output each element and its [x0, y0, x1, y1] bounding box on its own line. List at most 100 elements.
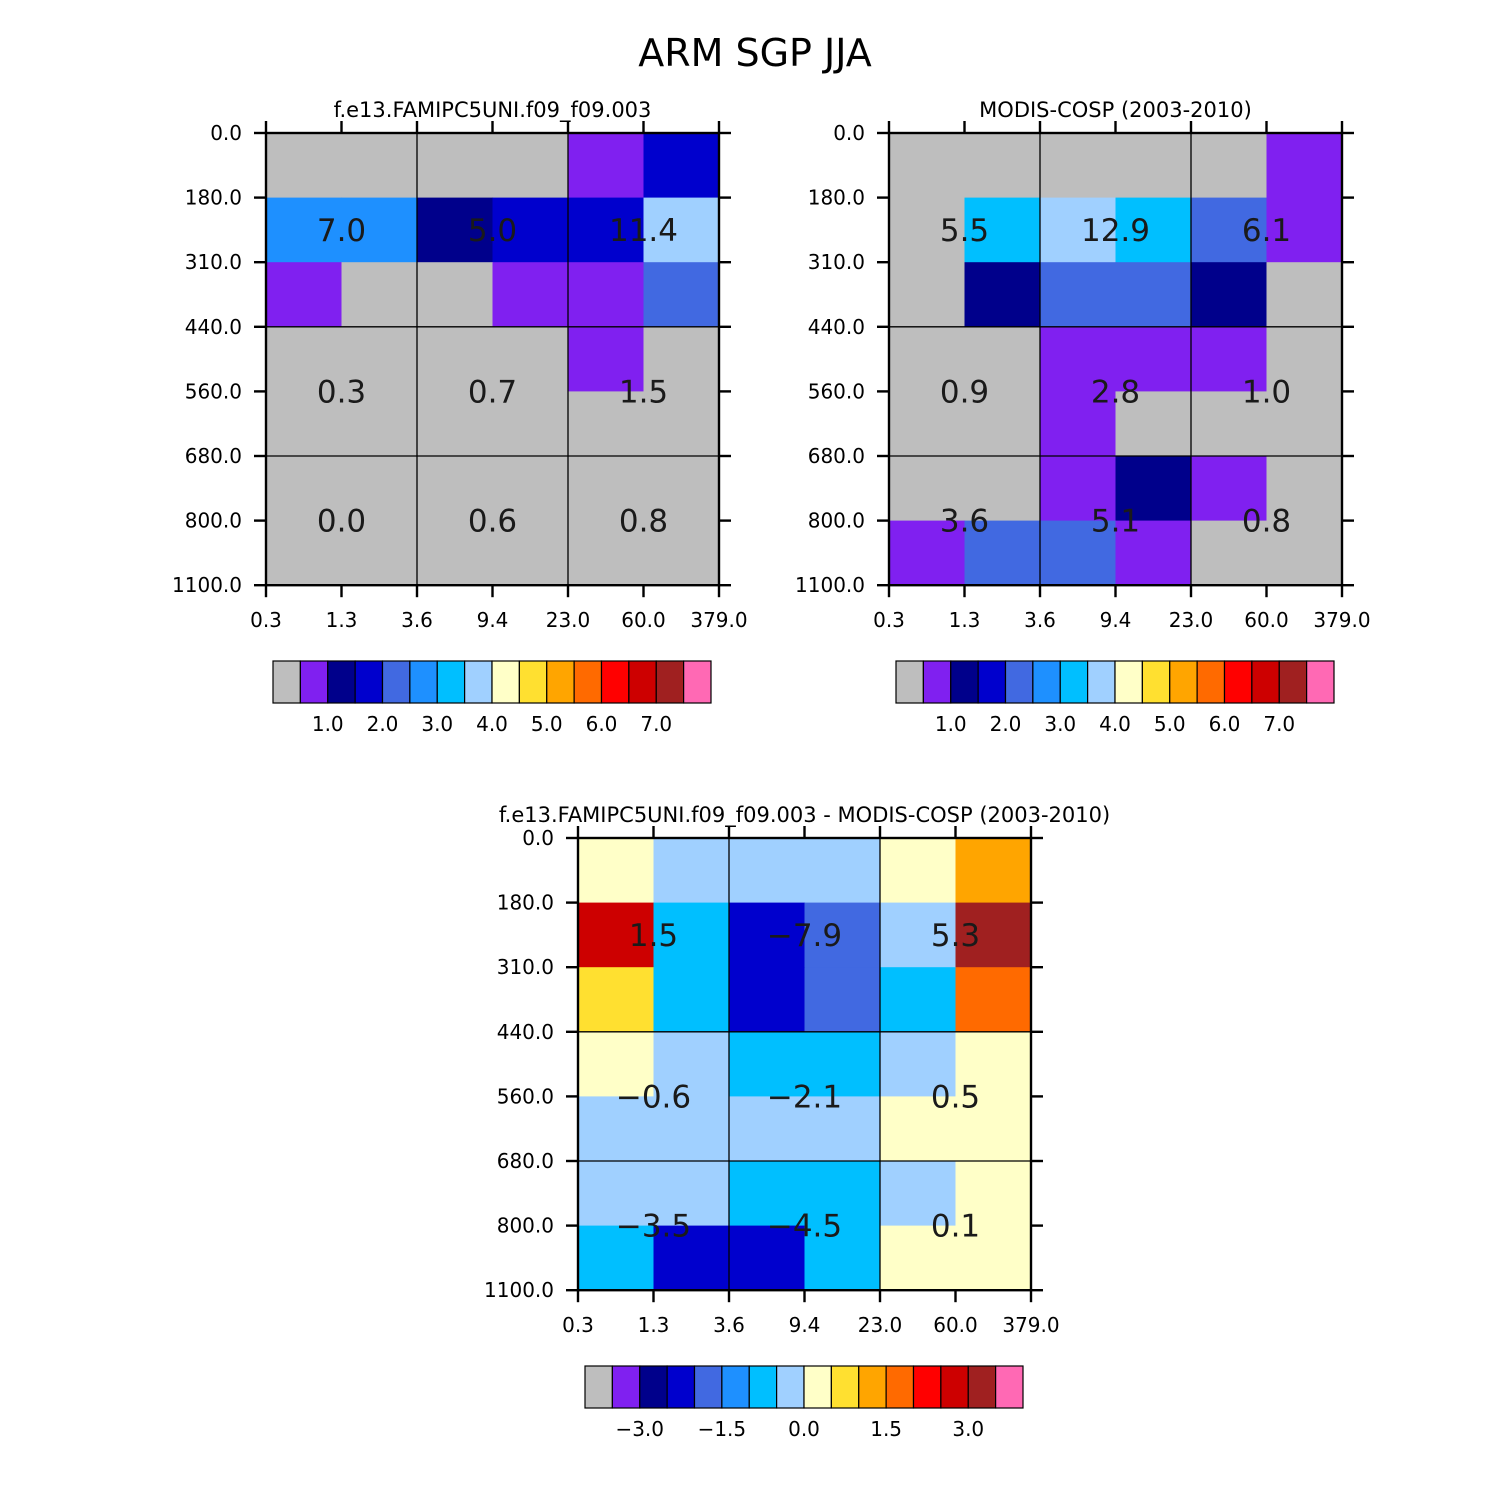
colorbar-swatch: [1141, 660, 1171, 704]
block-value-label: 0.0: [317, 504, 366, 540]
heatmap-cell: [964, 326, 1041, 392]
x-tick-label: 23.0: [546, 608, 591, 632]
heatmap-cell: [643, 456, 720, 522]
heatmap-cell: [492, 133, 569, 199]
heatmap-cell: [341, 456, 418, 522]
y-tick-label: 800.0: [185, 509, 242, 533]
heatmap-cell: [889, 197, 966, 263]
x-tick-label: 0.3: [562, 1313, 594, 1337]
colorbar-label: 3.0: [952, 1417, 984, 1441]
y-tick-label: 0.0: [210, 121, 242, 145]
heatmap-cell: [341, 133, 418, 199]
y-tick-label: 310.0: [497, 955, 554, 979]
colorbar-swatch: [858, 1365, 887, 1409]
y-tick-label: 560.0: [185, 379, 242, 403]
heatmap-cell: [804, 967, 881, 1033]
heatmap-cell: [643, 391, 720, 457]
heatmap-cell: [1266, 197, 1343, 263]
heatmap-cell: [266, 197, 343, 263]
y-tick-label: 440.0: [185, 315, 242, 339]
heatmap-cell: [1040, 520, 1117, 586]
heatmap-cell: [643, 133, 720, 199]
y-tick-label: 800.0: [497, 1214, 554, 1238]
block-value-label: 11.4: [609, 213, 678, 249]
heatmap-cell: [578, 1096, 655, 1162]
heatmap-cell: [1191, 326, 1268, 392]
panel-2: MODIS-COSP (2003-2010) 5.5 12.9 6.1 0.9 2.8 1.…: [795, 98, 1371, 736]
y-tick-label: 680.0: [808, 444, 865, 468]
colorbar-label: 1.0: [935, 712, 967, 736]
colorbar: 1.0 2.0 3.0 4.0 5.0 6.0 7.0: [895, 660, 1335, 736]
block-value-label: 5.3: [931, 918, 980, 954]
x-tick-label: 3.6: [713, 1313, 745, 1337]
heatmap-cell: [341, 197, 418, 263]
x-tick-label: 379.0: [1002, 1313, 1059, 1337]
colorbar-swatch: [436, 660, 466, 704]
colorbar-swatch: [830, 1365, 860, 1409]
colorbar-swatch: [803, 1365, 832, 1409]
heatmap-cell: [643, 197, 720, 263]
y-tick-label: 560.0: [808, 379, 865, 403]
colorbar-label: 3.0: [421, 712, 453, 736]
heatmap-cell: [653, 902, 730, 968]
y-tick-label: 1100.0: [172, 573, 242, 597]
heatmap-cell: [1040, 326, 1117, 392]
heatmap-cell: [889, 326, 966, 392]
y-tick-label: 560.0: [497, 1084, 554, 1108]
colorbar-swatch: [1169, 660, 1198, 704]
heatmap-cell: [653, 1096, 730, 1162]
heatmap-cell: [804, 1225, 881, 1291]
heatmap-cell: [804, 838, 881, 904]
heatmap-cell: [568, 456, 645, 522]
figure-title: ARM SGP JJA: [638, 31, 872, 75]
y-tick-label: 310.0: [185, 250, 242, 274]
y-tick-label: 440.0: [808, 315, 865, 339]
y-tick-label: 180.0: [497, 891, 554, 915]
colorbar-swatch: [381, 660, 411, 704]
colorbar-swatch: [912, 1365, 942, 1409]
y-tick-label: 0.0: [833, 121, 865, 145]
heatmap-cell: [729, 838, 806, 904]
colorbar-swatch: [995, 1365, 1024, 1409]
heatmap-cell: [341, 391, 418, 457]
heatmap-cell: [729, 1031, 806, 1097]
heatmap-cell: [568, 133, 645, 199]
colorbar-swatch: [1087, 660, 1116, 704]
block-value-label: 0.7: [468, 374, 517, 410]
heatmap-cell: [955, 902, 1032, 968]
x-tick-label: 379.0: [1313, 608, 1370, 632]
x-tick-label: 3.6: [1024, 608, 1056, 632]
colorbar-label: 3.0: [1044, 712, 1076, 736]
heatmap-cell: [266, 456, 343, 522]
panel-1: f.e13.FAMIPC5UNI.f09_f09.003 7.0 5.0 11.4 0.…: [172, 98, 748, 736]
heatmap-cell: [955, 1225, 1032, 1291]
block-value-label: 0.9: [940, 374, 989, 410]
heatmap-cell: [880, 902, 957, 968]
colorbar-swatch: [327, 660, 356, 704]
heatmap-cell: [1266, 520, 1343, 586]
colorbar-swatch: [464, 660, 493, 704]
colorbar-label: 4.0: [476, 712, 508, 736]
colorbar-swatch: [546, 660, 575, 704]
heatmap-cell: [955, 838, 1032, 904]
block-value-label: 12.9: [1081, 213, 1150, 249]
block-value-label: 5.0: [468, 213, 517, 249]
heatmap-cell: [804, 1161, 881, 1227]
y-tick-label: 680.0: [185, 444, 242, 468]
heatmap-cell: [964, 520, 1041, 586]
heatmap-cell: [492, 197, 569, 263]
colorbar-swatch: [584, 1365, 613, 1409]
heatmap-cell: [1040, 391, 1117, 457]
heatmap-cell: [1115, 262, 1192, 328]
heatmap-cell: [804, 902, 881, 968]
heatmap-cell: [417, 133, 494, 199]
y-tick-label: 180.0: [185, 186, 242, 210]
block-value-label: 0.1: [931, 1209, 980, 1245]
heatmap-cell: [653, 1161, 730, 1227]
heatmap-cell: [568, 197, 645, 263]
x-tick-label: 1.3: [949, 608, 981, 632]
colorbar-label: −3.0: [615, 1417, 664, 1441]
colorbar-swatch: [967, 1365, 997, 1409]
colorbar-label: 5.0: [1154, 712, 1186, 736]
x-tick-label: 60.0: [933, 1313, 978, 1337]
